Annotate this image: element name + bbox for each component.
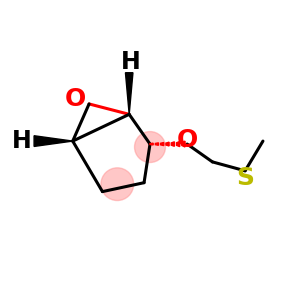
Polygon shape: [155, 143, 158, 145]
Polygon shape: [166, 142, 169, 146]
Polygon shape: [160, 142, 164, 146]
Text: O: O: [65, 88, 86, 112]
Text: O: O: [176, 128, 198, 152]
Polygon shape: [182, 141, 185, 147]
Polygon shape: [176, 142, 180, 147]
Polygon shape: [125, 73, 133, 114]
Text: H: H: [12, 129, 32, 153]
Polygon shape: [34, 136, 73, 146]
Polygon shape: [150, 143, 153, 145]
Text: S: S: [236, 166, 254, 190]
Circle shape: [134, 132, 166, 163]
Polygon shape: [171, 142, 174, 146]
Circle shape: [101, 168, 134, 200]
Text: H: H: [121, 50, 141, 74]
